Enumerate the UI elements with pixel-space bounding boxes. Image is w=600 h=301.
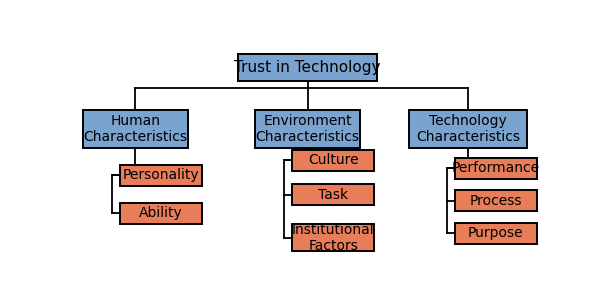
Text: Technology
Characteristics: Technology Characteristics (416, 114, 520, 144)
Text: Ability: Ability (139, 206, 183, 220)
FancyBboxPatch shape (292, 150, 374, 171)
Text: Culture: Culture (308, 153, 358, 167)
Text: Task: Task (318, 188, 348, 202)
FancyBboxPatch shape (121, 203, 202, 224)
FancyBboxPatch shape (255, 110, 360, 148)
Text: Institutional
Factors: Institutional Factors (292, 223, 374, 253)
Text: Environment
Characteristics: Environment Characteristics (256, 114, 359, 144)
FancyBboxPatch shape (455, 223, 536, 244)
FancyBboxPatch shape (121, 165, 202, 186)
FancyBboxPatch shape (455, 190, 536, 211)
Text: Purpose: Purpose (468, 226, 524, 240)
FancyBboxPatch shape (292, 185, 374, 205)
FancyBboxPatch shape (238, 54, 377, 81)
Text: Trust in Technology: Trust in Technology (234, 60, 381, 75)
FancyBboxPatch shape (455, 158, 536, 179)
Text: Human
Characteristics: Human Characteristics (83, 114, 187, 144)
Text: Process: Process (470, 194, 522, 208)
Text: Personality: Personality (123, 168, 199, 182)
FancyBboxPatch shape (409, 110, 527, 148)
FancyBboxPatch shape (292, 225, 374, 251)
Text: Performance: Performance (452, 161, 540, 175)
FancyBboxPatch shape (83, 110, 188, 148)
